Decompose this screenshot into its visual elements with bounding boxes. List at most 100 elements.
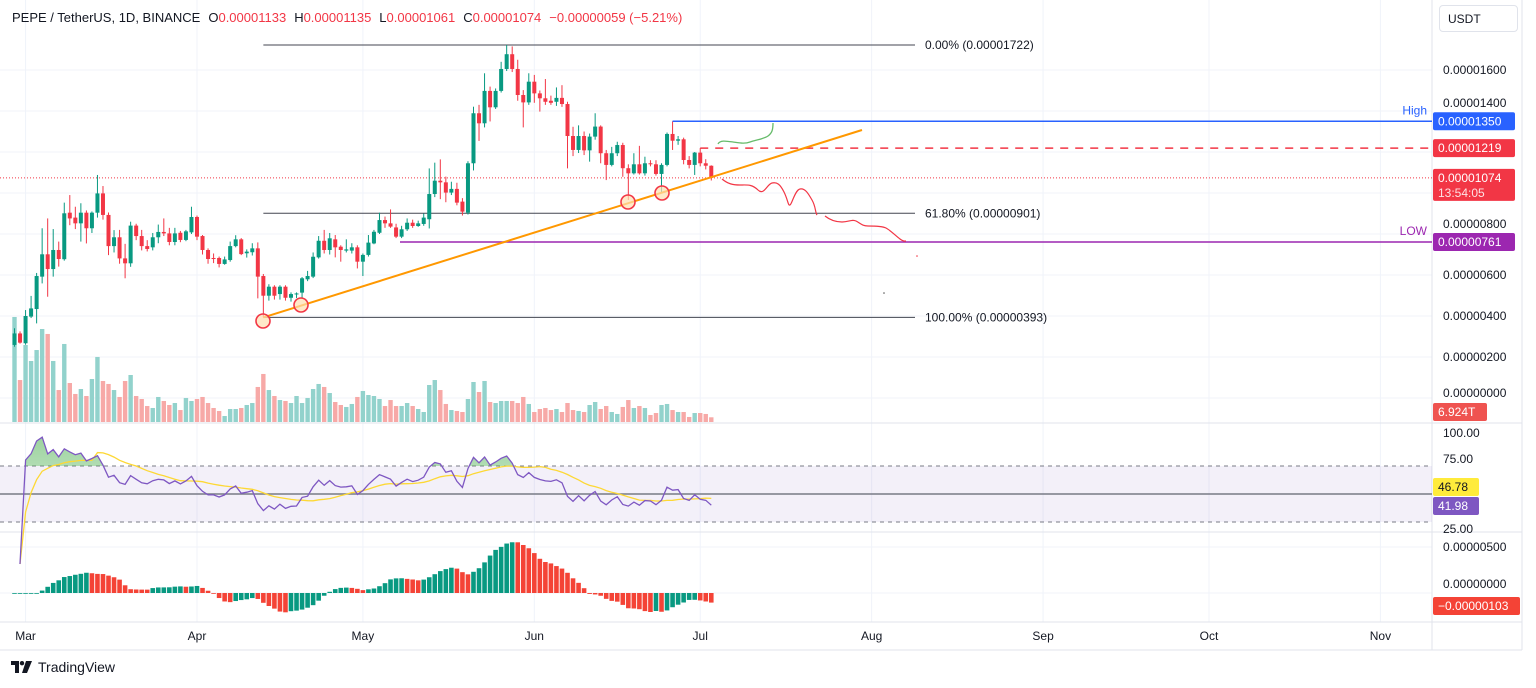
volume-bar (432, 380, 437, 422)
volume-bar (327, 393, 332, 422)
candle-body (416, 223, 421, 227)
drawing-dot (916, 255, 918, 257)
candle-body (217, 257, 222, 264)
time-axis-tick: Jul (693, 629, 708, 643)
tradingview-logo[interactable]: TradingView (11, 659, 115, 675)
candle (211, 253, 216, 264)
low-label: LOW (1400, 224, 1428, 238)
tradingview-logo-icon (11, 661, 32, 673)
candle (504, 44, 509, 72)
support-trendline[interactable] (263, 129, 863, 319)
candle-body (272, 286, 277, 296)
touch-point-marker[interactable] (654, 185, 670, 201)
candle-body (338, 246, 343, 250)
volume-bar (443, 403, 449, 422)
oscillator-bar (272, 593, 277, 609)
bearish-path-drawing[interactable] (721, 178, 818, 216)
candle-body (34, 276, 39, 310)
rsi-ma-line (19, 451, 712, 565)
touch-point-marker[interactable] (620, 194, 636, 210)
currency-button[interactable]: USDT (1439, 5, 1518, 32)
candle (89, 211, 94, 233)
change-value: −0.00000059 (−5.21%) (549, 10, 683, 25)
candle-body (239, 239, 244, 255)
oscillator-bar (686, 593, 692, 600)
candle-body (366, 242, 371, 255)
oscillator-bar (117, 579, 122, 593)
touch-point-marker[interactable] (255, 313, 271, 329)
symbol-title[interactable]: PEPE / TetherUS, 1D, BINANCE (12, 10, 201, 25)
volume-bar (67, 383, 72, 422)
resistance-price-tag[interactable]: 0.00001219 (1433, 139, 1515, 158)
oscillator-bar (526, 548, 532, 593)
oscillator-bar (23, 593, 28, 594)
candle-body (626, 168, 631, 174)
volume-bar (421, 412, 426, 422)
volume-bar (239, 407, 244, 422)
candle (200, 235, 205, 255)
candle (471, 106, 476, 171)
candle (67, 195, 72, 226)
rsi-value-tag[interactable]: 41.98 (1433, 497, 1479, 515)
time-axis[interactable]: Mar Apr May Jun Jul Aug Sep Oct Nov (15, 629, 1391, 643)
volume-bar (211, 407, 216, 422)
price-axis[interactable]: 0.00001600 0.00001400 0.00000800 0.00000600… (1433, 63, 1520, 615)
oscillator-bar (100, 574, 106, 593)
oscillator-bar (371, 588, 377, 593)
candle-body (576, 136, 581, 150)
candle (62, 202, 67, 261)
oscillator-bar (299, 593, 305, 610)
low-price-tag[interactable]: 0.00000761 (1433, 232, 1515, 251)
volume-bar (382, 406, 388, 422)
oscillator-bar (681, 593, 686, 603)
candle (250, 243, 255, 256)
volume-series (12, 316, 714, 422)
candle (377, 212, 382, 234)
bullish-path-drawing[interactable] (717, 122, 774, 145)
oscillator-bar (178, 586, 183, 593)
candle-body (582, 136, 587, 151)
candle-body (12, 333, 17, 345)
high-price-tag[interactable]: 0.00001350 (1433, 112, 1515, 131)
time-axis-tick: Aug (861, 629, 882, 643)
rsi-ma-tag[interactable]: 46.78 (1433, 478, 1479, 496)
oscillator-bar (393, 578, 399, 593)
touch-point-marker[interactable] (293, 297, 309, 313)
oscillator-bar (382, 583, 388, 593)
volume-bar (427, 384, 432, 422)
last-price-tag-text: 0.00001074 (1438, 171, 1502, 185)
oscillator-value-tag[interactable]: −0.00000103 (1433, 597, 1520, 615)
bearish-path-drawing[interactable] (824, 215, 907, 242)
drawings[interactable]: High LOW (255, 103, 1432, 329)
rsi-axis-tick: 75.00 (1443, 452, 1473, 466)
candle (294, 292, 299, 298)
volume-bar (51, 360, 56, 422)
volume-bar (642, 407, 648, 422)
candle (609, 146, 614, 167)
oscillator-bar (476, 568, 482, 593)
oscillator-bar (139, 589, 144, 593)
candle-body (554, 97, 559, 102)
volume-tag[interactable]: 6.924T (1433, 403, 1487, 421)
candle-body (598, 126, 603, 154)
volume-bar (28, 360, 34, 422)
volume-bar (570, 410, 576, 422)
oscillator-bar (449, 567, 454, 593)
candle-body (388, 223, 393, 227)
oscillator-bar (321, 593, 327, 596)
oscillator-bar (637, 593, 642, 610)
candle (172, 227, 177, 246)
volume-bar (543, 407, 548, 422)
oscillator-bar (332, 589, 338, 593)
oscillator-bar (194, 585, 200, 593)
volume-bar (565, 403, 570, 422)
candle-body (228, 246, 233, 261)
candle (34, 272, 39, 324)
candle (405, 218, 410, 231)
volume-bar (272, 396, 277, 422)
oscillator-bar (189, 586, 194, 593)
candle-body (421, 217, 426, 224)
close-value: 0.00001074 (472, 10, 542, 25)
